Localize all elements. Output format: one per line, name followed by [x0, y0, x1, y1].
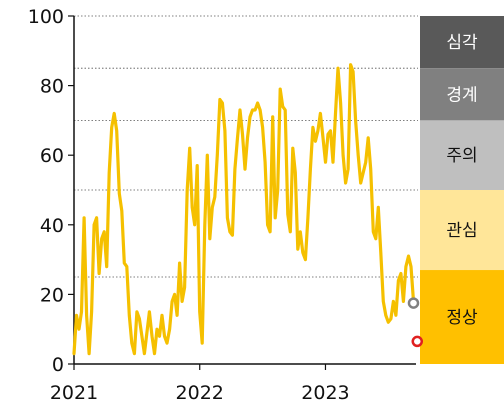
y-tick-label: 80 — [40, 76, 64, 98]
y-tick-label: 40 — [40, 215, 64, 237]
series-line-0 — [72, 63, 416, 356]
y-tick-label: 60 — [40, 145, 64, 167]
band-1 — [420, 68, 504, 121]
marker-point-0 — [407, 297, 420, 309]
markers — [407, 297, 424, 348]
x-tick-label: 2022 — [176, 382, 224, 404]
band-label: 관심 — [446, 221, 477, 241]
band-label: 경계 — [446, 85, 477, 105]
series-layer — [72, 63, 416, 356]
x-tick-label: 2021 — [50, 382, 98, 404]
band-label: 정상 — [446, 308, 478, 328]
axes: 0 20 40 60 80 100 2021 2022 2023 — [28, 6, 416, 404]
band-label: 심각 — [446, 33, 478, 53]
band-3 — [420, 190, 504, 271]
y-tick-label: 20 — [40, 284, 64, 306]
x-tick-label: 2023 — [301, 382, 349, 404]
band-2 — [420, 120, 504, 190]
gridlines — [74, 15, 418, 278]
band-0 — [420, 16, 504, 69]
band-4 — [420, 270, 504, 364]
y-tick-label: 0 — [52, 354, 64, 376]
marker-point-1 — [411, 335, 424, 348]
band-label: 주의 — [446, 146, 477, 166]
y-tick-label: 100 — [28, 6, 64, 28]
